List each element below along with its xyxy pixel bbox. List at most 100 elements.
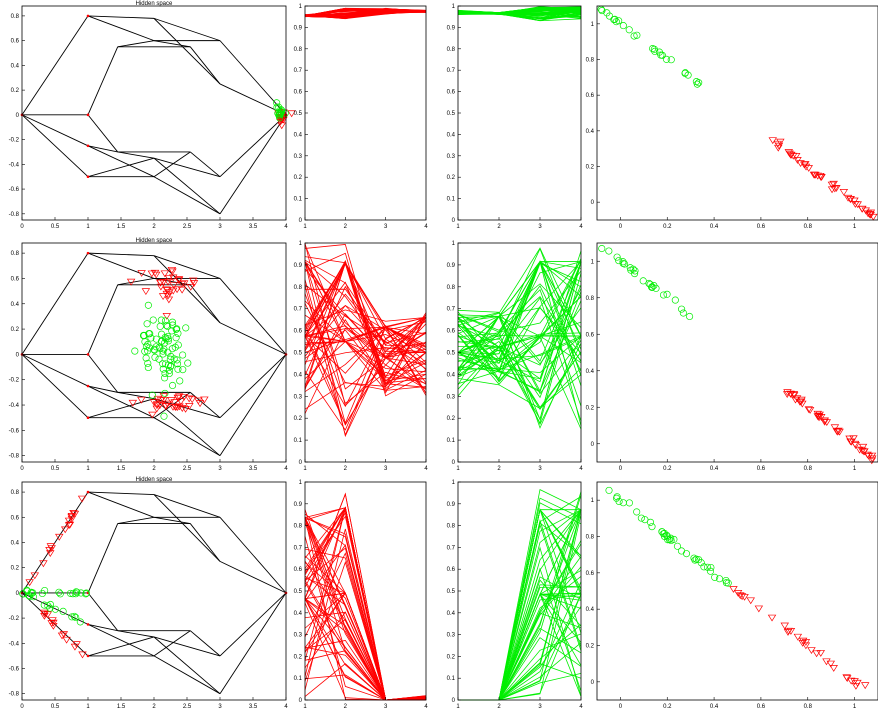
- data-point-triangle: [832, 185, 841, 192]
- series-line: [304, 663, 427, 701]
- x-tick-label: 0.6: [757, 224, 766, 230]
- hidden-space-edge: [21, 491, 89, 594]
- hidden-space-edge: [87, 114, 119, 153]
- series-line: [304, 325, 427, 363]
- hidden-space-edge: [189, 46, 221, 85]
- series-line: [457, 261, 582, 355]
- x-tick-label: 1: [86, 466, 90, 472]
- data-point-triangle: [776, 138, 785, 146]
- x-tick-label: 4: [579, 224, 583, 230]
- y-tick-label: -0.4: [9, 641, 20, 647]
- x-tick-label: 4: [284, 224, 288, 230]
- data-point-circle: [658, 51, 666, 59]
- x-tick-label: 1: [86, 224, 90, 230]
- data-point-circle: [695, 556, 703, 564]
- data-point-triangle: [77, 495, 87, 503]
- y-tick-label: 0.4: [294, 611, 303, 617]
- hidden-space-edge: [21, 252, 89, 355]
- data-point-triangle: [850, 197, 859, 205]
- data-point-circle: [631, 267, 639, 275]
- y-tick-label: 0.2: [294, 175, 303, 181]
- x-tick-label: 2: [497, 704, 501, 710]
- data-point-circle: [69, 590, 77, 598]
- y-tick-label: 0.7: [447, 545, 456, 551]
- hidden-space-edge: [153, 157, 221, 178]
- series-line: [304, 261, 427, 388]
- hidden-space-edge: [153, 17, 221, 42]
- data-point-circle: [149, 316, 157, 324]
- x-tick-label: 1: [86, 704, 90, 710]
- data-point-circle: [148, 391, 156, 399]
- y-tick-label: 0.8: [294, 285, 303, 291]
- data-point-triangle: [186, 283, 195, 291]
- y-tick-label: 0.7: [447, 68, 456, 74]
- data-point-triangle: [798, 400, 807, 408]
- panel-row1-red: 1 2 3 4 0 0.1 0.2 0.3 0.4 0.5 0.6 0.7 0.8 0.9 1: [294, 4, 429, 230]
- hidden-space-edge: [117, 40, 155, 48]
- data-point-triangle: [153, 395, 163, 403]
- data-point-circle: [26, 592, 34, 600]
- vertex-dot: [86, 490, 90, 494]
- hidden-space-edge: [87, 385, 118, 393]
- data-point-triangle: [189, 280, 199, 287]
- y-tick-label: 0.4: [11, 63, 20, 69]
- series-line: [457, 367, 582, 409]
- vertex-dot: [86, 623, 90, 626]
- data-point-circle: [598, 244, 606, 253]
- data-point-triangle: [179, 280, 189, 288]
- panel-row1-hidden: 0 0.5 1 1.5 2 2.5 3 3.5 4 -0.8 -0.6 -0.4 -0.2 0 0.2 0.4…: [9, 1, 296, 230]
- hidden-space-edge: [87, 491, 155, 496]
- y-tick-label: 0: [299, 218, 303, 224]
- data-point-circle: [172, 325, 180, 333]
- data-point-circle: [173, 356, 181, 364]
- y-tick-label: 0.4: [586, 129, 595, 135]
- x-tick-label: 1.5: [117, 466, 126, 472]
- x-tick-label: 3: [384, 704, 388, 710]
- y-tick-label: 0.3: [447, 394, 456, 400]
- series-line: [457, 309, 582, 429]
- data-point-triangle: [855, 446, 864, 454]
- data-point-circle: [168, 318, 176, 326]
- data-point-triangle: [791, 153, 801, 160]
- data-point-circle: [72, 588, 80, 596]
- data-point-circle: [165, 369, 173, 378]
- x-tick-label: 3: [218, 704, 222, 710]
- y-tick-label: 0.4: [586, 607, 595, 613]
- data-point-circle: [162, 360, 170, 368]
- data-point-circle: [684, 71, 692, 79]
- data-point-circle: [612, 494, 621, 502]
- hidden-space-edge: [219, 278, 287, 355]
- x-tick-label: 0: [619, 704, 623, 710]
- axes-frame: [457, 5, 582, 221]
- y-tick-label: 0.4: [447, 372, 456, 378]
- data-point-triangle: [801, 639, 811, 646]
- data-point-triangle: [174, 394, 183, 402]
- x-tick-label: 2: [152, 466, 156, 472]
- panel-title: Hidden space: [136, 477, 173, 483]
- series-line: [304, 507, 427, 701]
- hidden-space-edge: [21, 15, 89, 116]
- data-point-triangle: [59, 631, 69, 639]
- data-point-circle: [692, 78, 700, 86]
- data-point-triangle: [39, 560, 48, 568]
- y-tick-label: 0.6: [586, 332, 595, 338]
- data-point-circle: [162, 321, 171, 330]
- vertex-dot: [86, 251, 90, 255]
- y-tick-label: 0.8: [11, 14, 20, 20]
- data-point-circle: [144, 340, 152, 348]
- hidden-space-edge: [190, 151, 221, 178]
- series-line: [457, 262, 582, 371]
- data-point-triangle: [185, 403, 194, 410]
- panel-row2-hidden: 0 0.5 1 1.5 2 2.5 3 3.5 4 -0.8 -0.6 -0.4 -0.2 0 0.2 0.4…: [9, 238, 289, 472]
- data-point-triangle: [152, 405, 162, 413]
- data-point-triangle: [177, 280, 187, 288]
- data-point-circle: [143, 320, 151, 328]
- series-line: [304, 261, 427, 385]
- vertex-dot: [86, 175, 90, 179]
- x-tick-label: 1: [456, 704, 460, 710]
- x-tick-label: 0.8: [804, 704, 813, 710]
- data-point-triangle: [733, 590, 743, 597]
- data-point-triangle: [812, 650, 821, 658]
- data-point-circle: [626, 264, 634, 272]
- data-point-triangle: [175, 403, 184, 411]
